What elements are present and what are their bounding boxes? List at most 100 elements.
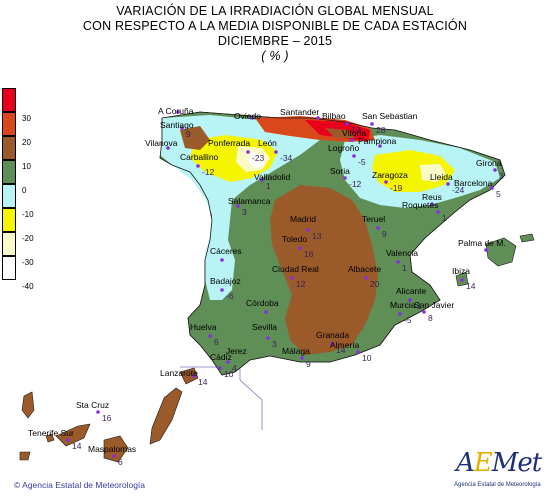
logo-letter-a: A [456, 448, 475, 478]
legend-swatch [2, 112, 16, 136]
station-value: 14 [466, 281, 476, 291]
station-value: -34 [280, 153, 293, 163]
station-value: 4 [232, 363, 237, 373]
station-marker [226, 360, 230, 364]
station-marker [192, 374, 196, 378]
station-name: Madrid [290, 214, 316, 224]
island-la-gomera [45, 433, 55, 443]
station-name: Teruel [362, 214, 385, 224]
zone-brown-galicia [180, 126, 210, 150]
station-name: Salamanca [228, 196, 271, 206]
station-value: 12 [296, 279, 306, 289]
legend-swatch [2, 232, 16, 256]
station-value: 1 [442, 213, 447, 223]
legend-label: 10 [22, 162, 31, 171]
station-value: 3 [499, 171, 504, 181]
station-name: Maspalomas [88, 444, 136, 454]
station-value: 6 [214, 337, 219, 347]
zone-pale-lleida [420, 164, 446, 182]
station-value: -5 [404, 315, 412, 325]
station-value: 16 [304, 249, 314, 259]
zone-brown-center [270, 185, 378, 355]
station-name: Santander [280, 107, 319, 117]
station-value: 14 [198, 377, 208, 387]
station-marker [484, 248, 488, 252]
station-value: 13 [312, 231, 322, 241]
station-marker [306, 228, 310, 232]
station-name: Huelva [190, 322, 217, 332]
station-marker [246, 150, 250, 154]
station-name: Bilbao [322, 111, 346, 121]
station-value: -1 [414, 301, 422, 311]
island-la-palma [21, 391, 35, 419]
station-name: Tenerife Sur [28, 428, 74, 438]
legend-swatch [2, 208, 16, 232]
station-marker [490, 186, 494, 190]
station-marker [180, 126, 184, 130]
station-value: 9 [306, 359, 311, 369]
station-name: Badajoz [210, 276, 241, 286]
station-name: Almería [330, 340, 360, 350]
logo-word: AEMet [456, 448, 542, 478]
station-name: León [258, 138, 277, 148]
station-marker [208, 334, 212, 338]
station-name: Valladolid [254, 172, 291, 182]
station-name: Ponferrada [208, 138, 250, 148]
logo-letters-rest: Met [491, 448, 542, 478]
station-marker [196, 164, 200, 168]
station-name: Cádiz [210, 352, 232, 362]
legend-swatch [2, 136, 16, 160]
island-mallorca [485, 237, 517, 267]
station-value: 10 [362, 353, 372, 363]
station-name: Granada [316, 330, 349, 340]
station-name: Zaragoza [372, 170, 408, 180]
island-el-hierro [19, 451, 31, 461]
station-marker [66, 438, 70, 442]
station-name: Sevilla [252, 322, 277, 332]
station-value: -5 [358, 157, 366, 167]
legend-label: 30 [22, 114, 31, 123]
island-menorca [519, 233, 535, 243]
station-name: Toledo [282, 234, 307, 244]
station-marker [370, 122, 374, 126]
station-value: -23 [252, 153, 265, 163]
station-name: San Sebastian [362, 111, 418, 121]
station-value: 6 [118, 457, 123, 467]
station-marker [343, 176, 347, 180]
station-value: -12 [349, 179, 362, 189]
station-name: Valencia [386, 248, 418, 258]
station-marker [316, 116, 320, 120]
peninsula-outline [159, 111, 506, 376]
station-name: Córdoba [246, 298, 279, 308]
station-name: A Coruña [158, 106, 194, 116]
station-name: Roquetes [402, 200, 438, 210]
station-name: San Javier [414, 300, 454, 310]
legend-label: -30 [22, 258, 34, 267]
station-marker [112, 454, 116, 458]
station-value: 8 [428, 313, 433, 323]
station-marker [398, 312, 402, 316]
footer-credit: © Agencia Estatal de Meteorología [14, 480, 146, 490]
station-name: Carballino [180, 152, 219, 162]
station-name: Santiago [160, 120, 194, 130]
station-marker [493, 168, 497, 172]
station-marker [396, 260, 400, 264]
station-marker [250, 116, 254, 120]
station-name: Sta Cruz [76, 400, 109, 410]
station-name: Cáceres [210, 246, 242, 256]
title-line-3: DICIEMBRE – 2015 [217, 34, 333, 48]
station-value: 19 [351, 125, 361, 135]
station-name: Barcelona [454, 178, 493, 188]
station-value: 9 [382, 229, 387, 239]
station-value: 14 [336, 345, 346, 355]
station-name: Murcia [390, 300, 416, 310]
station-marker [345, 122, 349, 126]
legend-label: 0 [22, 186, 27, 195]
station-name: Reus [422, 192, 442, 202]
station-value: 14 [72, 441, 82, 451]
station-name: Ibiza [452, 266, 470, 276]
title-line-2: CON RESPECTO A LA MEDIA DISPONIBLE DE CA… [82, 19, 468, 33]
